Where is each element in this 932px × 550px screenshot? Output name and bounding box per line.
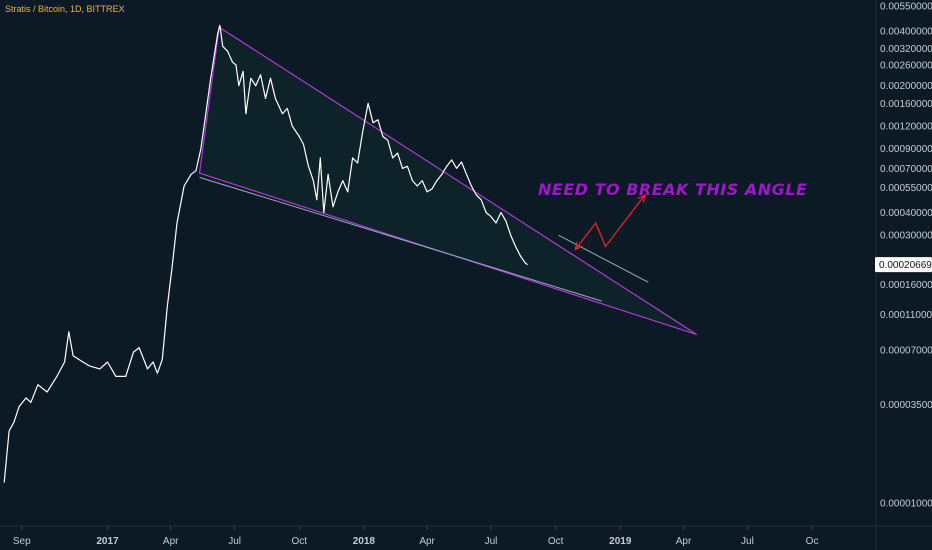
y-tick-label: 0.00320000: [880, 44, 932, 55]
x-tick-label: 2017: [96, 536, 119, 547]
x-tick-label: Oct: [548, 536, 564, 547]
x-tick-label: 2019: [609, 536, 632, 547]
y-tick-label: 0.00001000: [880, 499, 932, 510]
x-tick-label: Sep: [13, 536, 31, 547]
last-price-tag-box: [875, 257, 932, 273]
y-tick-label: 0.00040000: [880, 208, 932, 219]
last-price-value: 0.00020669: [879, 260, 932, 271]
x-tick-label: Jul: [228, 536, 241, 547]
y-tick-label: 0.00260000: [880, 61, 932, 72]
x-tick-label: Jul: [741, 536, 754, 547]
x-tick-label: Oc: [806, 536, 819, 547]
x-tick-label: Apr: [676, 536, 692, 547]
x-tick-label: Oct: [291, 536, 307, 547]
projection-arrowhead-end: [637, 193, 646, 203]
y-tick-label: 0.00200000: [880, 81, 932, 92]
upper-parallel-line: [558, 234, 649, 283]
price-line-0: [3, 24, 528, 483]
price-series: [3, 24, 528, 483]
y-tick-label: 0.00120000: [880, 122, 932, 133]
y-tick-label: 0.00160000: [880, 99, 932, 110]
y-tick-label: 0.00400000: [880, 27, 932, 38]
parallel-support-line: [199, 176, 603, 302]
x-tick-label: 2018: [353, 536, 376, 547]
annotation-text: NEED TO BREAK THIS ANGLE: [538, 180, 807, 199]
drawing-layer: [198, 26, 698, 336]
x-tick-label: Apr: [163, 536, 179, 547]
y-tick-label: 0.00070000: [880, 164, 932, 175]
x-tick-label: Apr: [419, 536, 435, 547]
y-tick-label: 0.00550000: [880, 2, 932, 13]
x-tick-label: Jul: [485, 536, 498, 547]
symbol-title: Stratis / Bitcoin, 1D, BITTREX: [5, 4, 125, 14]
y-tick-label: 0.00090000: [880, 144, 932, 155]
last-price-tag: 0.00020669: [875, 257, 932, 273]
projection-arrow-path: [574, 194, 646, 250]
y-tick-label: 0.00011000: [880, 310, 932, 321]
y-tick-label: 0.00055000: [880, 183, 932, 194]
y-tick-label: 0.00003500: [880, 400, 932, 411]
y-tick-label: 0.00030000: [880, 231, 932, 242]
y-tick-label: 0.00016000: [880, 280, 932, 291]
price-axis: 0.00550000 0.00400000 0.00320000 0.00260000…: [880, 2, 932, 510]
time-axis: Sep 2017 Apr Jul Oct 2018 Apr Jul Oct 2019 Apr Jul O…: [13, 526, 819, 547]
y-tick-label: 0.00007000: [880, 345, 932, 356]
projection-arrowhead-start: [574, 241, 583, 251]
